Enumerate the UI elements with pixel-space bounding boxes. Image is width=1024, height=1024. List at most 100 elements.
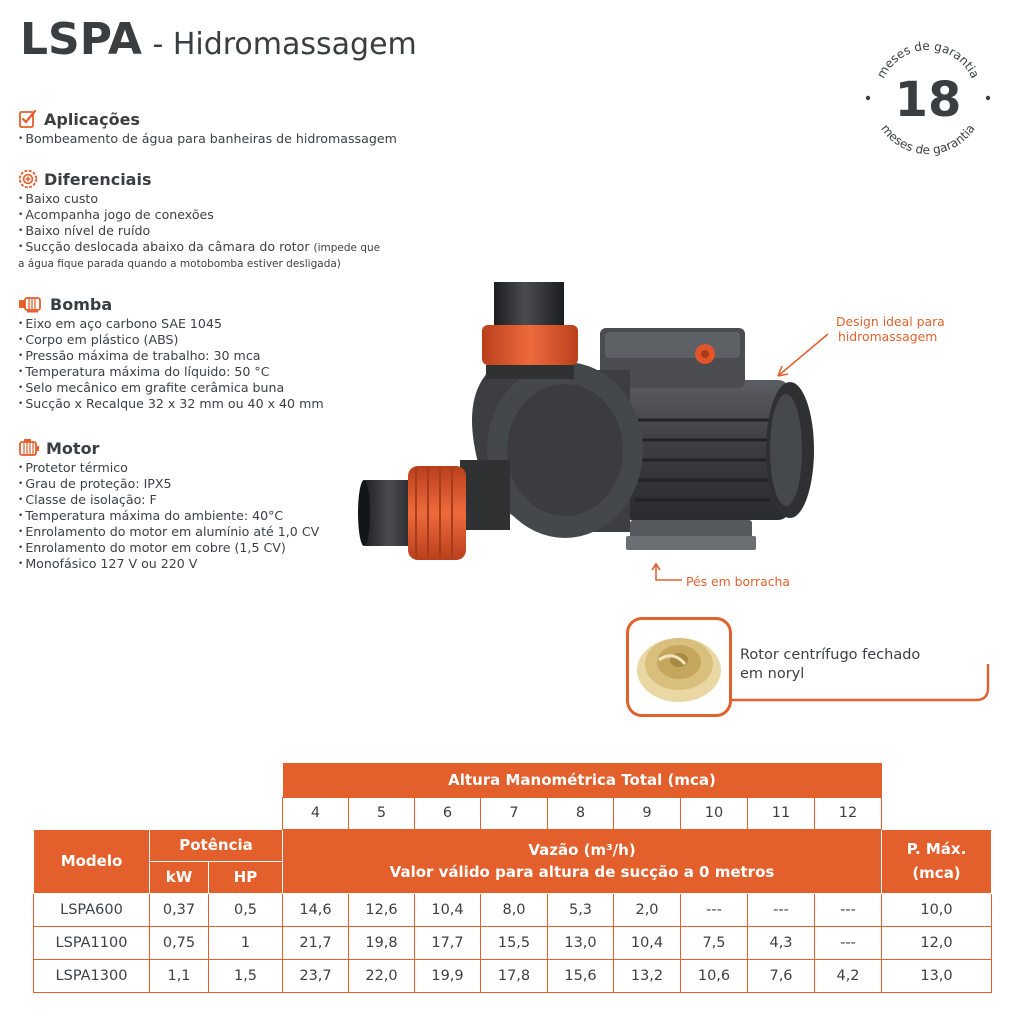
flow-cell: 13,0 <box>547 925 614 960</box>
table-row: LSPA1300 1,1 1,5 23,7 22,0 19,9 17,8 15,… <box>33 958 992 993</box>
height-cell: 9 <box>613 796 681 830</box>
pump-icon <box>19 297 41 313</box>
pmax-cell: 10,0 <box>881 892 992 927</box>
height-cell: 8 <box>547 796 614 830</box>
flow-cell: 19,9 <box>414 958 481 993</box>
height-cell: 11 <box>747 796 815 830</box>
height-cell: 12 <box>814 796 882 830</box>
rotor-caption-line-1: Rotor centrífugo fechado <box>740 647 921 663</box>
section-motor: Motor Protetor térmico Grau de proteção:… <box>18 437 319 572</box>
pmax-title: P. Máx. <box>906 840 967 858</box>
section-title: Motor <box>46 438 100 458</box>
model-cell: LSPA600 <box>33 892 150 927</box>
potencia-header: Potência <box>149 828 283 862</box>
flow-cell: 12,6 <box>348 892 415 927</box>
rotor-caption: Rotor centrífugo fechado em noryl <box>740 646 920 684</box>
pmax-cell: 13,0 <box>881 958 992 993</box>
model-cell: LSPA1300 <box>33 958 150 993</box>
flow-cell: 2,0 <box>613 892 681 927</box>
table-row: LSPA1100 0,75 1 21,7 19,8 17,7 15,5 13,0… <box>33 925 992 960</box>
list-item: Classe de isolação: F <box>18 492 319 508</box>
flow-cell: 13,2 <box>613 958 681 993</box>
list-item: Temperatura máxima do ambiente: 40°C <box>18 508 319 524</box>
pmax-header: P. Máx. (mca) <box>881 828 992 894</box>
flow-cell: 15,5 <box>480 925 548 960</box>
section-bomba: Bomba Eixo em aço carbono SAE 1045 Corpo… <box>18 293 324 412</box>
list-item: Grau de proteção: IPX5 <box>18 476 319 492</box>
list-item: Bombeamento de água para banheiras de hi… <box>18 131 397 147</box>
list-item: Pressão máxima de trabalho: 30 mca <box>18 348 324 364</box>
flow-cell: --- <box>680 892 748 927</box>
height-cell: 7 <box>480 796 548 830</box>
model-cell: LSPA1100 <box>33 925 150 960</box>
section-aplicacoes: Aplicações Bombeamento de água para banh… <box>18 108 397 147</box>
flow-cell: 4,3 <box>747 925 815 960</box>
flow-cell: --- <box>814 892 882 927</box>
gear-badge-icon <box>18 169 38 189</box>
table-row: LSPA600 0,37 0,5 14,6 12,6 10,4 8,0 5,3 … <box>33 892 992 927</box>
kw-header: kW <box>149 860 209 894</box>
hp-header: HP <box>208 860 283 894</box>
kw-cell: 1,1 <box>149 958 209 993</box>
list-item: Monofásico 127 V ou 220 V <box>18 556 319 572</box>
flow-cell: 17,7 <box>414 925 481 960</box>
list-item: Temperatura máxima do líquido: 50 °C <box>18 364 324 380</box>
kw-cell: 0,75 <box>149 925 209 960</box>
height-cell: 5 <box>348 796 415 830</box>
hp-cell: 0,5 <box>208 892 283 927</box>
callout-feet-arrow-icon <box>651 562 682 581</box>
warranty-badge: meses de garantia meses de garantia 18 <box>865 39 991 157</box>
pump-illustration <box>358 282 814 560</box>
pmax-cell: 12,0 <box>881 925 992 960</box>
flow-cell: 5,3 <box>547 892 614 927</box>
list-item: Protetor térmico <box>18 460 319 476</box>
flow-cell: --- <box>814 925 882 960</box>
rotor-icon <box>637 638 721 702</box>
list-item-note-continued: a água fique parada quando a motobomba e… <box>18 258 341 270</box>
callout-design-line-1: Design ideal para <box>836 314 945 329</box>
vazao-subtitle: Valor válido para altura de sucção a 0 m… <box>389 863 775 881</box>
model-name: LSPA <box>20 14 142 65</box>
list-item: Corpo em plástico (ABS) <box>18 332 324 348</box>
spec-table: Altura Manométrica Total (mca) 4 5 6 7 8… <box>33 763 992 993</box>
flow-cell: 4,2 <box>814 958 882 993</box>
flow-cell: 10,6 <box>680 958 748 993</box>
warranty-number: 18 <box>895 72 962 128</box>
pmax-unit: (mca) <box>912 864 961 882</box>
height-cell: 6 <box>414 796 481 830</box>
hp-cell: 1,5 <box>208 958 283 993</box>
flow-cell: 7,6 <box>747 958 815 993</box>
page-title: LSPA - Hidromassagem <box>20 14 417 65</box>
flow-cell: 14,6 <box>282 892 349 927</box>
height-cell: 4 <box>282 796 349 830</box>
flow-cell: 10,4 <box>613 925 681 960</box>
flow-cell: 23,7 <box>282 958 349 993</box>
checklist-icon <box>19 109 37 128</box>
list-item: Eixo em aço carbono SAE 1045 <box>18 316 324 332</box>
vazao-header: Vazão (m³/h) Valor válido para altura de… <box>282 828 882 894</box>
kw-cell: 0,37 <box>149 892 209 927</box>
flow-cell: 22,0 <box>348 958 415 993</box>
callout-design: Design ideal para hidromassagem <box>836 314 945 344</box>
list-item: Sucção x Recalque 32 x 32 mm ou 40 x 40 … <box>18 396 323 412</box>
list-item: Enrolamento do motor em alumínio até 1,0… <box>18 524 319 540</box>
callout-design-line-2: hidromassagem <box>838 329 938 344</box>
vazao-title: Vazão (m³/h) <box>528 841 636 859</box>
list-item: Sucção deslocada abaixo da câmara do rot… <box>18 239 380 256</box>
callout-design-arrow-icon <box>777 333 829 377</box>
list-item: Acompanha jogo de conexões <box>18 207 380 223</box>
list-item: Enrolamento do motor em cobre (1,5 CV) <box>18 540 319 556</box>
flow-cell: 21,7 <box>282 925 349 960</box>
section-diferenciais: Diferenciais Baixo custo Acompanha jogo … <box>18 168 380 271</box>
section-title: Aplicações <box>44 109 140 129</box>
flow-cell: 17,8 <box>480 958 548 993</box>
list-item: Selo mecânico em grafite cerâmica buna <box>18 380 324 396</box>
flow-cell: 10,4 <box>414 892 481 927</box>
model-subtitle: - Hidromassagem <box>152 27 417 62</box>
list-item-text: Sucção deslocada abaixo da câmara do rot… <box>25 239 310 254</box>
list-item-note: (impede que <box>313 242 381 254</box>
rotor-caption-line-2: em noryl <box>740 666 805 682</box>
flow-cell: --- <box>747 892 815 927</box>
section-title: Bomba <box>50 294 113 314</box>
rotor-image <box>626 617 732 717</box>
